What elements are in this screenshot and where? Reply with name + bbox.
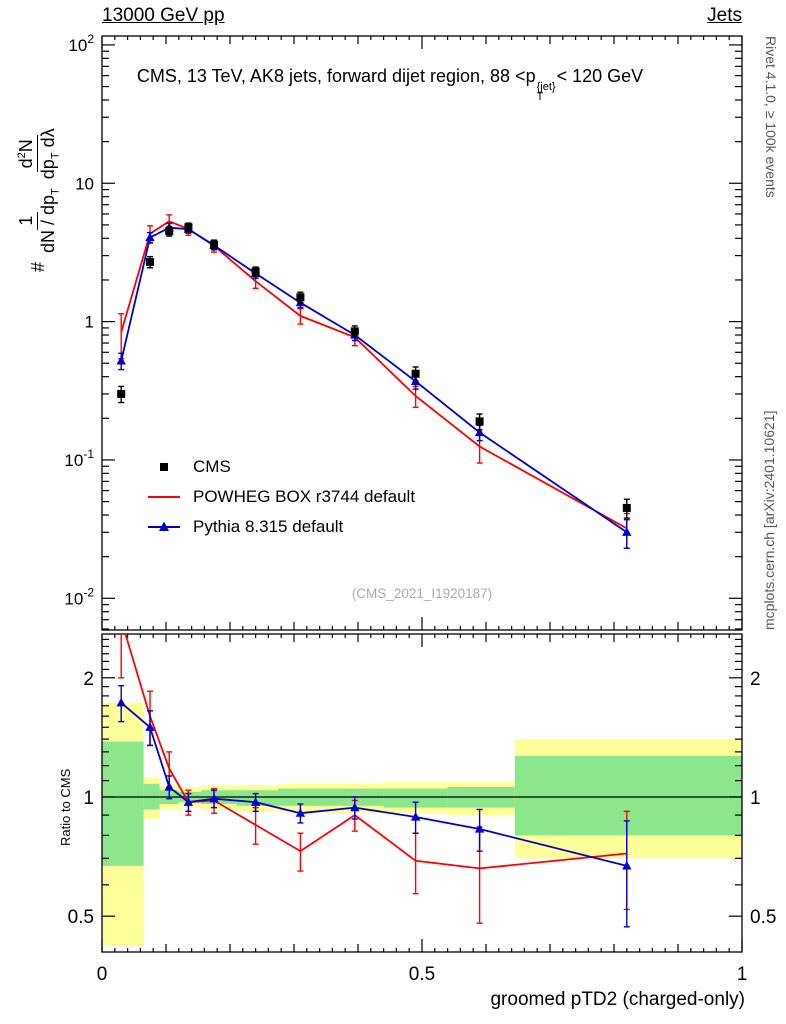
ylabel-frac2-num: d2N <box>16 135 38 173</box>
svg-text:10: 10 <box>75 174 94 193</box>
legend-item-pythia: Pythia 8.315 default <box>146 512 415 542</box>
svg-text:0: 0 <box>97 964 108 985</box>
ylabel-fraction-1: 1 dN / dpT <box>16 188 62 253</box>
svg-text:2: 2 <box>750 669 761 690</box>
ylabel-frac1-den: dN / dpT <box>37 188 62 253</box>
pt-jet-supsub: {jet} T <box>536 81 556 104</box>
legend: CMS POWHEG BOX r3744 default Pythia 8.31… <box>146 452 415 542</box>
beam-energy-label: 13000 GeV pp <box>102 5 225 26</box>
ylabel-frac2-den: dpT dλ <box>37 128 62 180</box>
svg-text:1: 1 <box>750 788 761 809</box>
mcplots-reference-label: mcplots.cern.ch [arXiv:2401.10621] <box>761 410 777 630</box>
svg-text:1: 1 <box>737 964 748 985</box>
process-label: Jets <box>707 5 742 26</box>
svg-text:0.5: 0.5 <box>750 907 776 928</box>
legend-item-cms: CMS <box>146 452 415 482</box>
svg-text:0.5: 0.5 <box>68 907 94 928</box>
svg-text:10-2: 10-2 <box>64 585 94 608</box>
ratio-axis-label: Ratio to CMS <box>58 768 73 846</box>
pythia-triangle-marker-icon <box>148 521 180 531</box>
x-axis-label: groomed pTD2 (charged-only) <box>490 989 745 1010</box>
svg-text:1: 1 <box>83 788 94 809</box>
plot-title: CMS, 13 TeV, AK8 jets, forward dijet reg… <box>58 66 722 103</box>
svg-text:0.5: 0.5 <box>409 964 435 985</box>
svg-text:10-1: 10-1 <box>64 447 94 470</box>
powheg-line-marker-icon <box>148 496 180 498</box>
y-axis-label: # 1 dN / dpT d2N dpT dλ <box>16 128 62 272</box>
ylabel-prefix: # <box>28 261 49 272</box>
plot-title-sub: T <box>536 91 544 104</box>
svg-text:102: 102 <box>68 32 94 55</box>
legend-label-pythia: Pythia 8.315 default <box>193 517 344 536</box>
rivet-version-label: Rivet 4.1.0, ≥ 100k events <box>763 36 779 198</box>
plot-title-post: < 120 GeV <box>556 66 644 86</box>
legend-label-powheg: POWHEG BOX r3744 default <box>193 487 416 506</box>
svg-text:1: 1 <box>85 313 94 332</box>
ylabel-frac1-num: 1 <box>16 211 38 230</box>
plot-title-sup: {jet} <box>536 81 556 93</box>
legend-item-powheg: POWHEG BOX r3744 default <box>146 482 415 512</box>
ylabel-fraction-2: d2N dpT dλ <box>16 128 62 179</box>
cms-square-marker-icon <box>160 463 168 471</box>
legend-label-cms: CMS <box>193 457 231 476</box>
analysis-id-watermark: (CMS_2021_I1920187) <box>351 586 493 601</box>
plot-title-pre: CMS, 13 TeV, AK8 jets, forward dijet reg… <box>136 66 536 86</box>
svg-text:2: 2 <box>83 669 94 690</box>
